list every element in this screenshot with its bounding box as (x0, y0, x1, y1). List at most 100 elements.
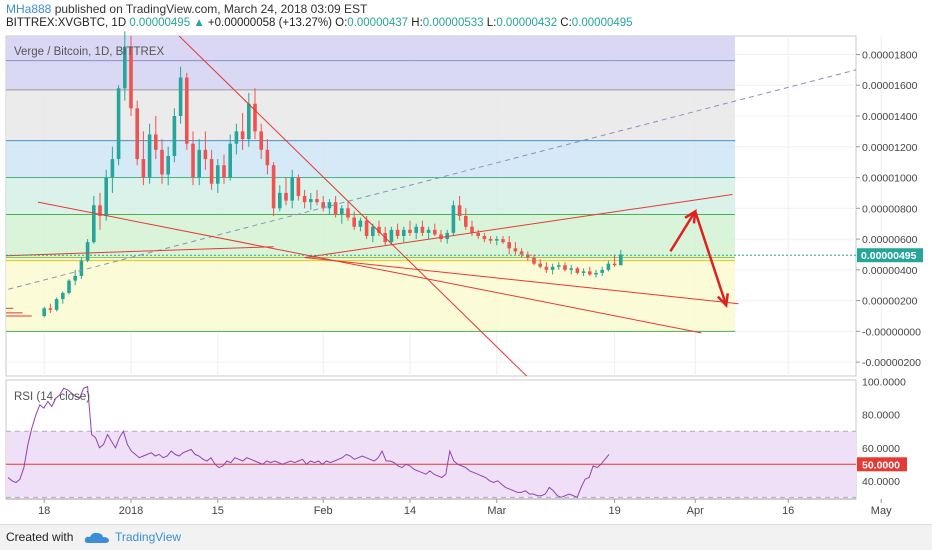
last-price: 0.00000495 (129, 17, 191, 29)
fib-band (6, 36, 735, 61)
fibonacci-retracement[interactable] (6, 36, 735, 332)
candle-body (98, 205, 102, 216)
candle-body (470, 226, 474, 233)
candle-body (538, 263, 542, 267)
candle-body (495, 239, 499, 241)
time-tick-label: 15 (212, 505, 224, 517)
price-tick-label: 0.00001000 (862, 173, 918, 185)
candle-body (594, 272, 598, 275)
candle-body (79, 260, 84, 276)
candlestick-series (42, 31, 623, 318)
candle-body (302, 196, 307, 203)
time-tick-label: 2018 (119, 505, 143, 517)
candle-body (48, 308, 53, 310)
price-axis[interactable]: 0.00001800 0.00001600 0.00001400 0.00001200… (856, 49, 921, 369)
candle-body (247, 103, 251, 140)
candle-body (54, 299, 59, 310)
trendline (178, 36, 528, 376)
candle-body (85, 242, 90, 261)
candle-body (166, 156, 170, 175)
candle-body (451, 205, 456, 233)
candle-body (160, 149, 164, 175)
candle-body (296, 177, 301, 196)
time-tick-label: Apr (687, 505, 704, 517)
price-tick-label: 0.00001600 (862, 80, 918, 92)
candle-body (433, 229, 437, 235)
price-tick-label: -0.00000200 (862, 357, 921, 369)
tradingview-logo-icon (84, 532, 109, 543)
trendline (37, 201, 702, 334)
rsi-level-tag (857, 457, 907, 472)
candle-body (606, 263, 611, 270)
candle-body (147, 134, 152, 178)
rsi-tick-label: 60.0000 (862, 443, 900, 455)
candle-body (563, 265, 567, 270)
footer-bar: Created with TradingView (0, 524, 932, 550)
candle-body (259, 131, 263, 150)
candle-body (333, 202, 338, 215)
chart-canvas[interactable]: 0.00001800 0.00001600 0.00001400 0.00001200… (0, 0, 932, 524)
fib-band (6, 257, 735, 261)
publisher-line: MHa888 published on TradingView.com, Mar… (6, 1, 367, 17)
candle-body (42, 308, 46, 316)
candle-body (135, 108, 139, 160)
candle-body (253, 103, 257, 132)
candle-body (110, 159, 115, 178)
close-value: 0.00000495 (571, 17, 633, 29)
publisher-username[interactable]: MHa888 (6, 2, 52, 16)
price-tick-label: 0.00000800 (862, 203, 918, 215)
candle-body (73, 276, 77, 281)
candle-body (557, 265, 561, 267)
last-price-tag (857, 248, 923, 263)
candle-body (488, 239, 493, 241)
created-with-text: Created with (6, 530, 74, 544)
time-tick-label: 19 (608, 505, 620, 517)
candle-body (550, 266, 555, 270)
candle-body (575, 268, 580, 273)
tradingview-brand-link[interactable]: TradingView (115, 530, 182, 544)
time-axis[interactable]: 18 2018 15 Feb 14 Mar 19 Apr 16 May (6, 498, 892, 517)
candle-body (265, 149, 270, 166)
trendline (6, 246, 274, 257)
candle-body (197, 149, 201, 178)
candle-body (501, 239, 505, 243)
time-tick-label: 16 (782, 505, 794, 517)
symbol-name: BITTREX:XVGBTC, 1D (6, 17, 127, 29)
candle-body (519, 251, 524, 255)
candle-body (569, 268, 573, 270)
candle-body (445, 232, 449, 240)
candle-body (476, 232, 480, 236)
candle-body (532, 257, 536, 264)
trendline (304, 193, 733, 259)
candle-body (191, 143, 195, 178)
candle-body (67, 280, 71, 293)
candle-body (154, 134, 158, 150)
candle-body (526, 254, 530, 258)
candle-body (228, 143, 232, 178)
time-tick-label: May (871, 505, 892, 517)
open-value: 0.00000437 (347, 17, 409, 29)
time-tick-label: Feb (314, 505, 333, 517)
rsi-tick-label: 40.0000 (862, 476, 900, 488)
candle-body (321, 202, 325, 209)
candle-body (588, 271, 592, 275)
candle-body (141, 159, 146, 178)
projection-arrows[interactable] (669, 208, 730, 308)
candle-body (408, 229, 412, 233)
price-tick-label: 0.00000200 (862, 296, 918, 308)
candle-body (358, 220, 363, 227)
candle-body (371, 226, 375, 236)
rsi-line (7, 385, 610, 498)
projection-arrow-head (716, 293, 730, 308)
rsi-series (7, 385, 610, 498)
candle-body (61, 292, 65, 300)
high-value: 0.00000533 (422, 17, 484, 29)
trendlines[interactable] (0, 31, 932, 456)
rsi-axis[interactable]: 100.0000 80.0000 60.0000 40.0000 50.0000 (857, 377, 907, 488)
last-price-label: 0.00000495 (6, 248, 923, 263)
candle-body (395, 229, 400, 236)
candle-body (439, 234, 443, 240)
candle-body (284, 192, 288, 201)
candle-body (209, 159, 214, 184)
candle-body (327, 202, 332, 209)
